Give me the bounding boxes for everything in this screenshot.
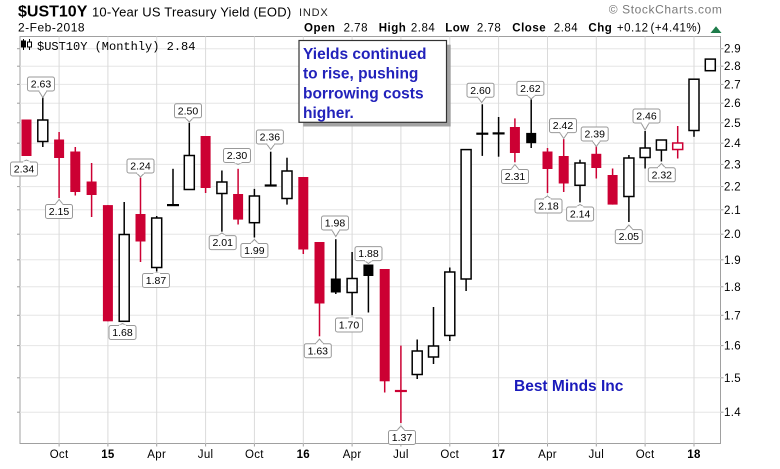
svg-text:2.32: 2.32 xyxy=(652,169,673,181)
svg-text:1.6: 1.6 xyxy=(724,341,741,353)
svg-text:2-Feb-2018: 2-Feb-2018 xyxy=(18,21,85,35)
svg-text:Oct: Oct xyxy=(440,449,459,461)
svg-text:18: 18 xyxy=(687,449,701,461)
svg-text:2.2: 2.2 xyxy=(724,182,741,194)
svg-text:Apr: Apr xyxy=(343,449,362,461)
svg-text:2.5: 2.5 xyxy=(724,118,741,130)
svg-text:2.15: 2.15 xyxy=(49,206,70,218)
svg-text:2.24: 2.24 xyxy=(130,161,151,173)
svg-text:1.68: 1.68 xyxy=(112,327,133,339)
svg-text:1.5: 1.5 xyxy=(724,373,741,385)
svg-text:2.50: 2.50 xyxy=(178,105,199,117)
svg-text:2.60: 2.60 xyxy=(470,85,491,97)
svg-text:borrowing costs: borrowing costs xyxy=(303,85,424,102)
svg-text:1.63: 1.63 xyxy=(308,345,329,357)
svg-text:2.31: 2.31 xyxy=(505,171,526,183)
svg-text:© StockCharts.com: © StockCharts.com xyxy=(609,3,723,17)
svg-text:2.46: 2.46 xyxy=(636,111,657,123)
svg-text:1.8: 1.8 xyxy=(724,282,741,294)
svg-text:2.7: 2.7 xyxy=(724,79,741,91)
svg-text:Jul: Jul xyxy=(588,449,604,461)
svg-text:to rise, pushing: to rise, pushing xyxy=(303,66,418,83)
svg-text:1.4: 1.4 xyxy=(724,407,741,419)
svg-text:1.98: 1.98 xyxy=(325,218,346,230)
svg-text:2.39: 2.39 xyxy=(584,129,605,141)
svg-text:2.01: 2.01 xyxy=(212,237,233,249)
svg-text:Oct: Oct xyxy=(245,449,264,461)
svg-text:Oct: Oct xyxy=(636,449,655,461)
svg-text:2.8: 2.8 xyxy=(724,61,741,73)
svg-text:2.3: 2.3 xyxy=(724,159,741,171)
svg-text:17: 17 xyxy=(492,449,505,461)
svg-text:2.9: 2.9 xyxy=(724,44,741,56)
svg-text:2.18: 2.18 xyxy=(538,201,559,213)
svg-text:$UST10Y (Monthly) 2.84: $UST10Y (Monthly) 2.84 xyxy=(37,40,195,54)
svg-text:Oct: Oct xyxy=(50,449,69,461)
svg-text:2.14: 2.14 xyxy=(570,209,591,221)
svg-text:2.05: 2.05 xyxy=(619,231,640,243)
svg-text:Jul: Jul xyxy=(393,449,409,461)
svg-text:Jul: Jul xyxy=(198,449,214,461)
svg-text:2.4: 2.4 xyxy=(724,138,741,150)
svg-text:2.0: 2.0 xyxy=(724,229,741,241)
svg-text:1.88: 1.88 xyxy=(358,248,379,260)
svg-text:2.1: 2.1 xyxy=(724,205,741,217)
svg-text:10-Year US Treasury Yield (EOD: 10-Year US Treasury Yield (EOD) xyxy=(92,5,291,20)
svg-text:INDX: INDX xyxy=(299,7,328,19)
svg-text:1.99: 1.99 xyxy=(244,245,265,257)
svg-text:1.70: 1.70 xyxy=(339,320,360,332)
svg-text:2.6: 2.6 xyxy=(724,98,741,110)
svg-text:Yields continued: Yields continued xyxy=(303,46,426,63)
svg-text:1.37: 1.37 xyxy=(392,432,413,444)
svg-text:15: 15 xyxy=(101,449,115,461)
svg-text:2.36: 2.36 xyxy=(260,132,281,144)
svg-text:16: 16 xyxy=(297,449,310,461)
svg-text:Best Minds Inc: Best Minds Inc xyxy=(514,378,624,395)
svg-text:2.30: 2.30 xyxy=(227,150,248,162)
svg-text:2.34: 2.34 xyxy=(14,164,35,176)
svg-text:1.9: 1.9 xyxy=(724,255,741,267)
svg-text:1.87: 1.87 xyxy=(146,275,167,287)
svg-text:higher.: higher. xyxy=(303,105,354,122)
svg-text:1.7: 1.7 xyxy=(724,310,741,322)
svg-text:2.42: 2.42 xyxy=(553,120,574,132)
svg-text:2.62: 2.62 xyxy=(520,83,541,95)
svg-text:2.63: 2.63 xyxy=(31,79,52,91)
svg-text:Apr: Apr xyxy=(538,449,557,461)
svg-text:$UST10Y: $UST10Y xyxy=(18,4,88,21)
svg-text:Apr: Apr xyxy=(147,449,166,461)
